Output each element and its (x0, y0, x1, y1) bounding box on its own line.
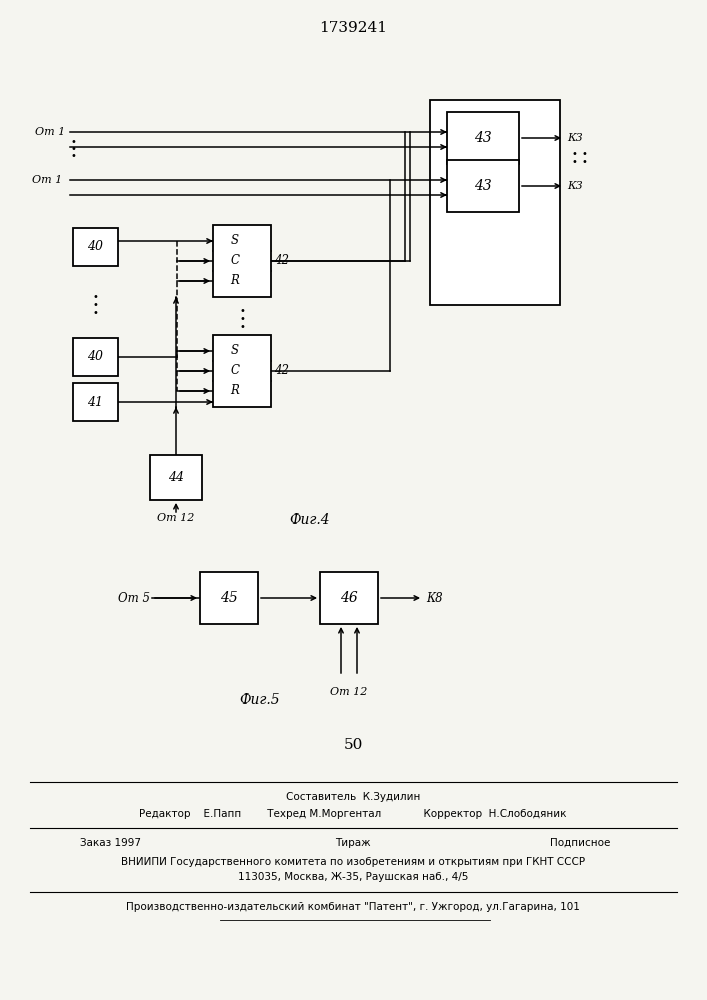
Text: 43: 43 (474, 179, 492, 193)
Text: •: • (581, 149, 587, 159)
Bar (73, 338, 118, 376)
Text: •: • (480, 173, 486, 183)
Text: •: • (70, 137, 76, 147)
Bar (213, 335, 271, 407)
Text: •: • (70, 144, 76, 154)
Text: •: • (239, 314, 245, 324)
Text: К8: К8 (426, 591, 443, 604)
Text: Подписное: Подписное (550, 838, 610, 848)
Text: Фиг.5: Фиг.5 (240, 693, 280, 707)
Text: •: • (571, 157, 577, 167)
Bar (430, 100, 560, 305)
Text: Тираж: Тираж (335, 838, 370, 848)
Text: S: S (231, 234, 239, 247)
Text: •: • (581, 157, 587, 167)
Text: 46: 46 (340, 591, 358, 605)
Text: 42: 42 (274, 254, 289, 267)
Text: От 5: От 5 (118, 591, 150, 604)
Bar (73, 383, 118, 421)
Bar (320, 572, 378, 624)
Text: C: C (230, 254, 240, 267)
Text: 45: 45 (220, 591, 238, 605)
Text: 42: 42 (274, 364, 289, 377)
Text: •: • (239, 306, 245, 316)
Text: 41: 41 (88, 395, 103, 408)
Text: 43: 43 (474, 131, 492, 145)
Text: От 1: От 1 (32, 175, 62, 185)
Bar (73, 228, 118, 266)
Text: 40: 40 (88, 351, 103, 363)
Bar (213, 225, 271, 297)
Text: S: S (231, 344, 239, 358)
Text: Производственно-издательский комбинат "Патент", г. Ужгород, ул.Гагарина, 101: Производственно-издательский комбинат "П… (126, 902, 580, 912)
Text: •: • (571, 149, 577, 159)
Bar (150, 455, 202, 500)
Text: Заказ 1997: Заказ 1997 (80, 838, 141, 848)
Text: R: R (230, 384, 240, 397)
Text: •: • (93, 308, 98, 318)
Text: От 12: От 12 (158, 513, 194, 523)
Text: 113035, Москва, Ж-35, Раушская наб., 4/5: 113035, Москва, Ж-35, Раушская наб., 4/5 (238, 872, 468, 882)
Text: •: • (239, 322, 245, 332)
Text: C: C (230, 364, 240, 377)
Text: •: • (480, 181, 486, 191)
Text: Фиг.4: Фиг.4 (290, 513, 330, 527)
Text: R: R (230, 274, 240, 288)
Bar (447, 112, 519, 164)
Text: К3: К3 (567, 181, 583, 191)
Text: •: • (70, 151, 76, 161)
Text: 50: 50 (344, 738, 363, 752)
Text: 44: 44 (168, 471, 184, 484)
Text: •: • (93, 292, 98, 302)
Text: От 12: От 12 (330, 687, 368, 697)
Text: ВНИИПИ Государственного комитета по изобретениям и открытиям при ГКНТ СССР: ВНИИПИ Государственного комитета по изоб… (121, 857, 585, 867)
Bar (447, 160, 519, 212)
Text: •: • (93, 300, 98, 310)
Text: 1739241: 1739241 (319, 21, 387, 35)
Bar (200, 572, 258, 624)
Text: От 1: От 1 (35, 127, 65, 137)
Text: К3: К3 (567, 133, 583, 143)
Text: 40: 40 (88, 240, 103, 253)
Text: Редактор    Е.Папп        Техред М.Моргентал             Корректор  Н.Слободяник: Редактор Е.Папп Техред М.Моргентал Корре… (139, 809, 567, 819)
Text: Составитель  К.Зудилин: Составитель К.Зудилин (286, 792, 420, 802)
